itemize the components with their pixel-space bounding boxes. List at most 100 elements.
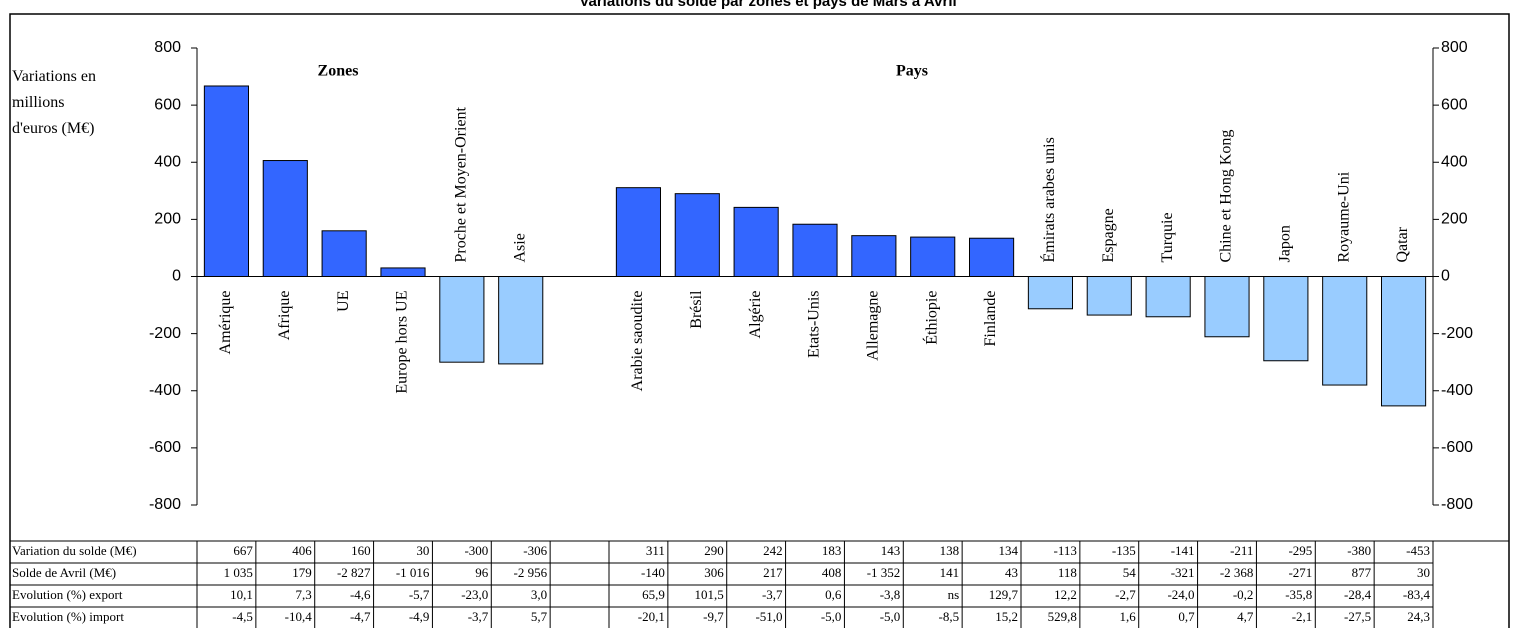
table-cell: -9,7 — [703, 609, 724, 624]
category-label: UE — [335, 291, 352, 312]
table-cell: -51,0 — [755, 609, 782, 624]
table-cell: -453 — [1406, 543, 1430, 558]
table-cell: -271 — [1288, 565, 1312, 580]
table-cell: 15,2 — [995, 609, 1018, 624]
table-cell: -0,2 — [1233, 587, 1254, 602]
y-tick-label: 200 — [154, 211, 181, 228]
bar — [1322, 276, 1368, 386]
table-cell: -5,0 — [821, 609, 842, 624]
table-cell: 10,1 — [230, 587, 253, 602]
y2-tick-label: -600 — [1441, 439, 1473, 456]
table-cell: 24,3 — [1407, 609, 1430, 624]
table-cell: -300 — [464, 543, 488, 558]
y2-tick-label: 800 — [1441, 39, 1468, 56]
y-tick-label: 400 — [154, 153, 181, 170]
category-label: Qatar — [1394, 226, 1411, 262]
table-cell: 183 — [822, 543, 842, 558]
y2-tick-label: -200 — [1441, 325, 1473, 342]
category-label: Brésil — [688, 290, 705, 329]
row-label: Solde de Avril (M€) — [12, 565, 116, 580]
y-tick-label: 0 — [172, 268, 181, 285]
table-cell: 0,6 — [825, 587, 842, 602]
table-cell: -5,0 — [880, 609, 901, 624]
row-label: Evolution (%) import — [12, 609, 124, 624]
table-cell: 3,0 — [531, 587, 547, 602]
y-tick-label: -600 — [149, 439, 181, 456]
bar — [969, 237, 1015, 278]
table-cell: -4,6 — [350, 587, 371, 602]
category-label: Proche et Moyen-Orient — [453, 106, 470, 262]
table-cell: -3,7 — [468, 609, 489, 624]
table-cell: -306 — [523, 543, 547, 558]
table-cell: 5,7 — [531, 609, 548, 624]
table-cell: 65,9 — [642, 587, 665, 602]
frame — [9, 13, 1510, 628]
table-cell: 143 — [881, 543, 901, 558]
table-cell: 529,8 — [1048, 609, 1077, 624]
bar — [439, 276, 485, 363]
bar — [615, 187, 661, 277]
table-cell: -23,0 — [461, 587, 488, 602]
table-cell: 96 — [475, 565, 489, 580]
table-cell: 12,2 — [1054, 587, 1077, 602]
y-tick-label: 600 — [154, 96, 181, 113]
table-cell: 30 — [416, 543, 429, 558]
bar — [1204, 276, 1250, 338]
table-cell: 406 — [292, 543, 312, 558]
table-cell: -5,7 — [409, 587, 430, 602]
table-cell: 30 — [1417, 565, 1430, 580]
table-cell: -1 352 — [867, 565, 901, 580]
annotation: Pays — [896, 63, 928, 80]
table-cell: -4,5 — [232, 609, 253, 624]
bar — [1086, 276, 1132, 316]
y2-tick-label: -400 — [1441, 382, 1473, 399]
table-cell: -380 — [1347, 543, 1371, 558]
table-cell: -2,7 — [1115, 587, 1136, 602]
category-label: Éthiopie — [921, 291, 940, 345]
table-cell: -35,8 — [1285, 587, 1312, 602]
table-cell: 54 — [1123, 565, 1137, 580]
table-cell: 877 — [1352, 565, 1372, 580]
table-cell: 0,7 — [1178, 609, 1195, 624]
category-label: Europe hors UE — [394, 291, 411, 394]
table-cell: -2 827 — [337, 565, 371, 580]
row-label: Evolution (%) export — [12, 587, 123, 602]
bar — [1145, 276, 1191, 318]
category-label: Chine et Hong Kong — [1218, 130, 1235, 263]
table-cell: 7,3 — [295, 587, 311, 602]
row-label: Variation du solde (M€) — [12, 543, 137, 558]
table-cell: -2,1 — [1292, 609, 1313, 624]
annotation: Zones — [318, 63, 359, 80]
table-cell: 43 — [1005, 565, 1018, 580]
table-cell: 160 — [351, 543, 371, 558]
category-label: Finlande — [982, 291, 999, 347]
category-label: Allemagne — [865, 291, 882, 361]
table-cell: 290 — [704, 543, 724, 558]
bar — [203, 85, 250, 277]
table-cell: -140 — [641, 565, 665, 580]
bar — [792, 223, 838, 277]
table-cell: -135 — [1112, 543, 1136, 558]
table-cell: 134 — [999, 543, 1019, 558]
bar — [1027, 276, 1074, 310]
table-cell: 1,6 — [1119, 609, 1136, 624]
table-cell: ns — [948, 587, 960, 602]
table-cell: 138 — [940, 543, 960, 558]
table-cell: 101,5 — [694, 587, 723, 602]
table-cell: -4,9 — [409, 609, 430, 624]
table-cell: -211 — [1230, 543, 1253, 558]
category-label: Asie — [511, 233, 528, 262]
table-cell: -3,8 — [880, 587, 901, 602]
y-tick-label: -800 — [149, 496, 181, 513]
table-cell: 242 — [763, 543, 783, 558]
table-cell: -27,5 — [1344, 609, 1371, 624]
y2-tick-label: 200 — [1441, 211, 1468, 228]
category-label: Afrique — [276, 291, 293, 341]
table-cell: -113 — [1053, 543, 1076, 558]
table-cell: -28,4 — [1344, 587, 1372, 602]
bar — [910, 236, 956, 278]
y-tick-label: 800 — [154, 39, 181, 56]
table-cell: 311 — [646, 543, 665, 558]
category-label: Émirats arabes unis — [1039, 137, 1058, 262]
